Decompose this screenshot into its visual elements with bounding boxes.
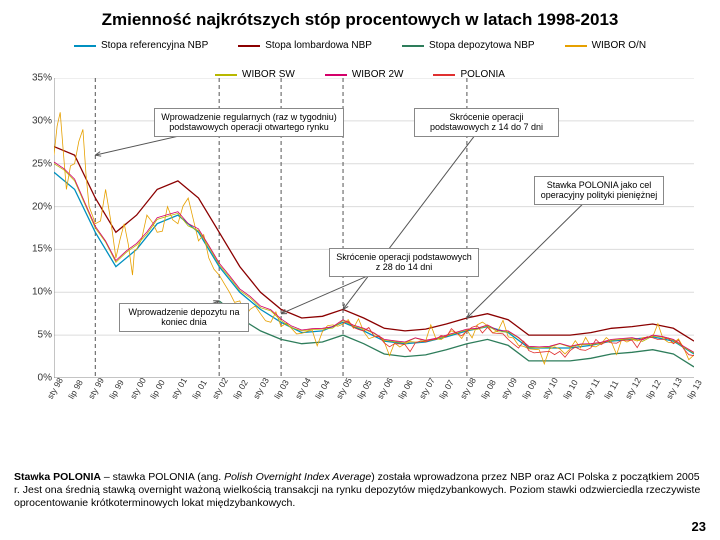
legend-item: Stopa depozytowa NBP [402,40,535,51]
x-tick: lip 05 [355,378,374,401]
x-tick: sty 13 [664,376,684,401]
annotation-box: Wprowadzenie regularnych (raz w tygodniu… [154,108,344,137]
x-tick: sty 05 [334,376,354,401]
x-tick: lip 13 [685,378,704,401]
y-tick: 15% [22,244,52,255]
x-tick: lip 99 [107,378,126,401]
footer-bold: Stawka POLONIA [14,471,101,483]
page-number: 23 [692,519,706,534]
x-tick: sty 09 [499,376,519,401]
y-axis: 0%5%10%15%20%25%30%35% [22,78,52,378]
annotation-box: Skrócenie operacji podstawowych z 14 do … [414,108,559,137]
x-tick: sty 08 [458,376,478,401]
y-tick: 35% [22,73,52,84]
page-title: Zmienność najkrótszych stóp procentowych… [0,0,720,36]
legend-item: Stopa lombardowa NBP [238,40,372,51]
x-tick: lip 06 [396,378,415,401]
x-tick: sty 03 [251,376,271,401]
y-tick: 25% [22,158,52,169]
x-tick: lip 09 [520,378,539,401]
x-tick: sty 04 [293,376,313,401]
x-tick: sty 12 [623,376,643,401]
x-tick: lip 11 [602,379,621,401]
x-tick: lip 02 [231,378,250,401]
footer-italic: Polish Overnight Index Average [224,471,371,483]
x-tick: lip 10 [561,378,580,401]
x-tick: sty 06 [375,376,395,401]
x-tick: sty 00 [128,376,148,401]
x-tick: lip 08 [479,378,498,401]
x-tick: sty 10 [540,376,560,401]
x-tick: lip 98 [66,378,85,401]
y-tick: 5% [22,330,52,341]
y-tick: 0% [22,373,52,384]
footer-text: Stawka POLONIA – stawka POLONIA (ang. Po… [14,471,706,510]
footer-t1: – stawka POLONIA (ang. [101,471,224,483]
x-axis: sty 98lip 98sty 99lip 99sty 00lip 00sty … [54,380,694,420]
x-tick: sty 11 [582,376,602,400]
x-tick: lip 00 [148,378,167,401]
x-tick: sty 99 [86,376,106,401]
x-tick: lip 01 [190,378,209,401]
chart-plot [54,78,694,378]
x-tick: lip 03 [272,378,291,401]
x-tick: sty 02 [210,376,230,401]
legend-item: Stopa referencyjna NBP [74,40,208,51]
annotation-box: Stawka POLONIA jako cel operacyjny polit… [534,176,664,205]
y-tick: 30% [22,115,52,126]
x-tick: lip 04 [313,378,332,401]
chart-legend: Stopa referencyjna NBP Stopa lombardowa N… [20,36,700,84]
chart-container: Stopa referencyjna NBP Stopa lombardowa N… [20,36,700,421]
annotation-box: Wprowadzenie depozytu na koniec dnia [119,303,249,332]
x-tick: sty 01 [169,376,189,401]
x-tick: sty 07 [417,376,437,401]
annotation-box: Skrócenie operacji podstawowych z 28 do … [329,248,479,277]
y-tick: 10% [22,287,52,298]
y-tick: 20% [22,201,52,212]
x-tick: lip 12 [644,378,663,401]
legend-item: WIBOR O/N [565,40,646,51]
x-tick: lip 07 [437,378,456,401]
